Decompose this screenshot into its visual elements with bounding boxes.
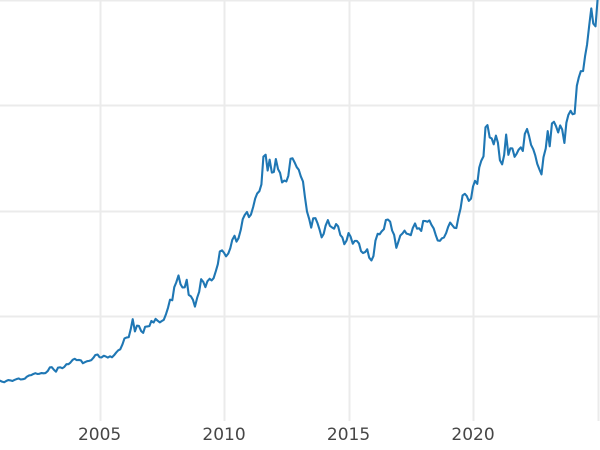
x-axis-tick-labels: 2005 2010 2015 2020 (0, 421, 600, 450)
x-tick-label-2020: 2020 (451, 425, 495, 445)
chart-canvas (0, 0, 600, 421)
x-tick-label-2010: 2010 (202, 425, 246, 445)
plot-area (0, 0, 600, 421)
x-tick-label-2005: 2005 (77, 425, 122, 445)
series-line-gold-price (0, 0, 599, 384)
gridlines (0, 0, 600, 421)
data-line-group (0, 0, 599, 384)
x-tick-label-2015: 2015 (326, 425, 371, 445)
